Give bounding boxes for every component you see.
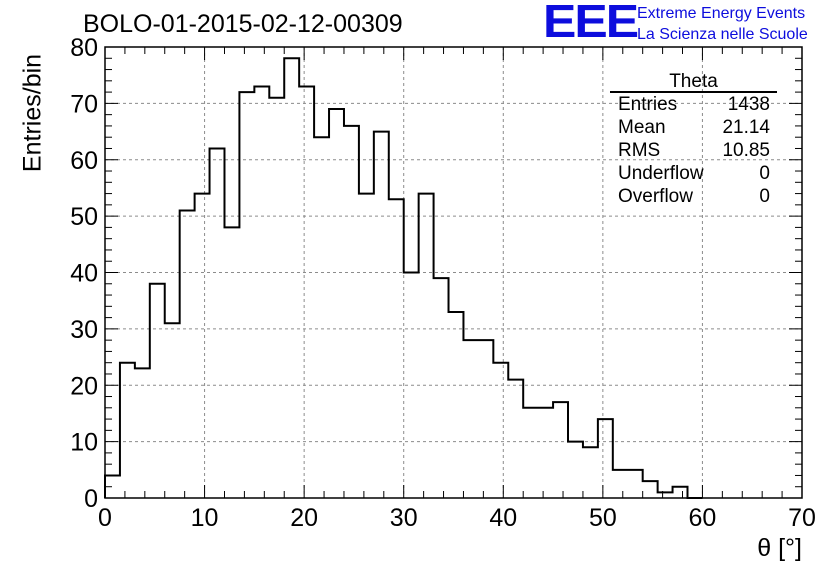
x-tick-label: 70 [788, 504, 816, 532]
stats-label: Mean [618, 117, 666, 138]
y-tick-label: 40 [70, 260, 98, 288]
stats-value: 10.85 [722, 140, 770, 161]
chart-title: BOLO-01-2015-02-12-00309 [83, 10, 403, 38]
stats-label: Underflow [618, 163, 704, 184]
x-tick-label: 50 [589, 504, 617, 532]
stats-box: Theta Entries 1438 Mean 21.14 RMS 10.85 … [610, 71, 777, 208]
stats-row-mean: Mean 21.14 [610, 116, 777, 139]
y-tick-label: 50 [70, 203, 98, 231]
stats-row-overflow: Overflow 0 [610, 185, 777, 208]
stats-label: Overflow [618, 186, 693, 207]
histogram-series [104, 57, 703, 499]
logo-tagline-1: Extreme Energy Events [637, 5, 806, 22]
x-tick-label: 0 [98, 504, 112, 532]
plot-frame [104, 46, 803, 499]
y-tick-label: 20 [70, 372, 98, 400]
y-tick-label: 30 [70, 316, 98, 344]
stats-label: Entries [618, 94, 678, 115]
eee-logo: EEE [543, 0, 639, 48]
x-tick-label: 40 [489, 504, 517, 532]
stats-row-entries: Entries 1438 [610, 93, 777, 116]
stats-value: 1438 [727, 94, 770, 115]
x-axis-label: θ [°] [757, 534, 802, 562]
y-tick-label: 70 [70, 90, 98, 118]
x-tick-label: 20 [290, 504, 318, 532]
y-axis-label: Entries/bin [18, 53, 47, 173]
stats-value: 21.14 [722, 117, 770, 138]
logo-tagline-2: La Scienza nelle Scuole [637, 26, 808, 43]
stats-row-underflow: Underflow 0 [610, 162, 777, 185]
y-tick-label: 60 [70, 147, 98, 175]
x-tick-label: 60 [689, 504, 717, 532]
y-tick-label: 80 [70, 34, 98, 62]
x-tick-label: 30 [390, 504, 418, 532]
stats-box-title: Theta [610, 71, 777, 93]
y-tick-label: 10 [70, 429, 98, 457]
stats-value: 0 [759, 186, 770, 207]
y-tick-label: 0 [84, 485, 98, 513]
stats-value: 0 [759, 163, 770, 184]
stats-label: RMS [618, 140, 661, 161]
stats-row-rms: RMS 10.85 [610, 139, 777, 162]
x-tick-label: 10 [191, 504, 219, 532]
